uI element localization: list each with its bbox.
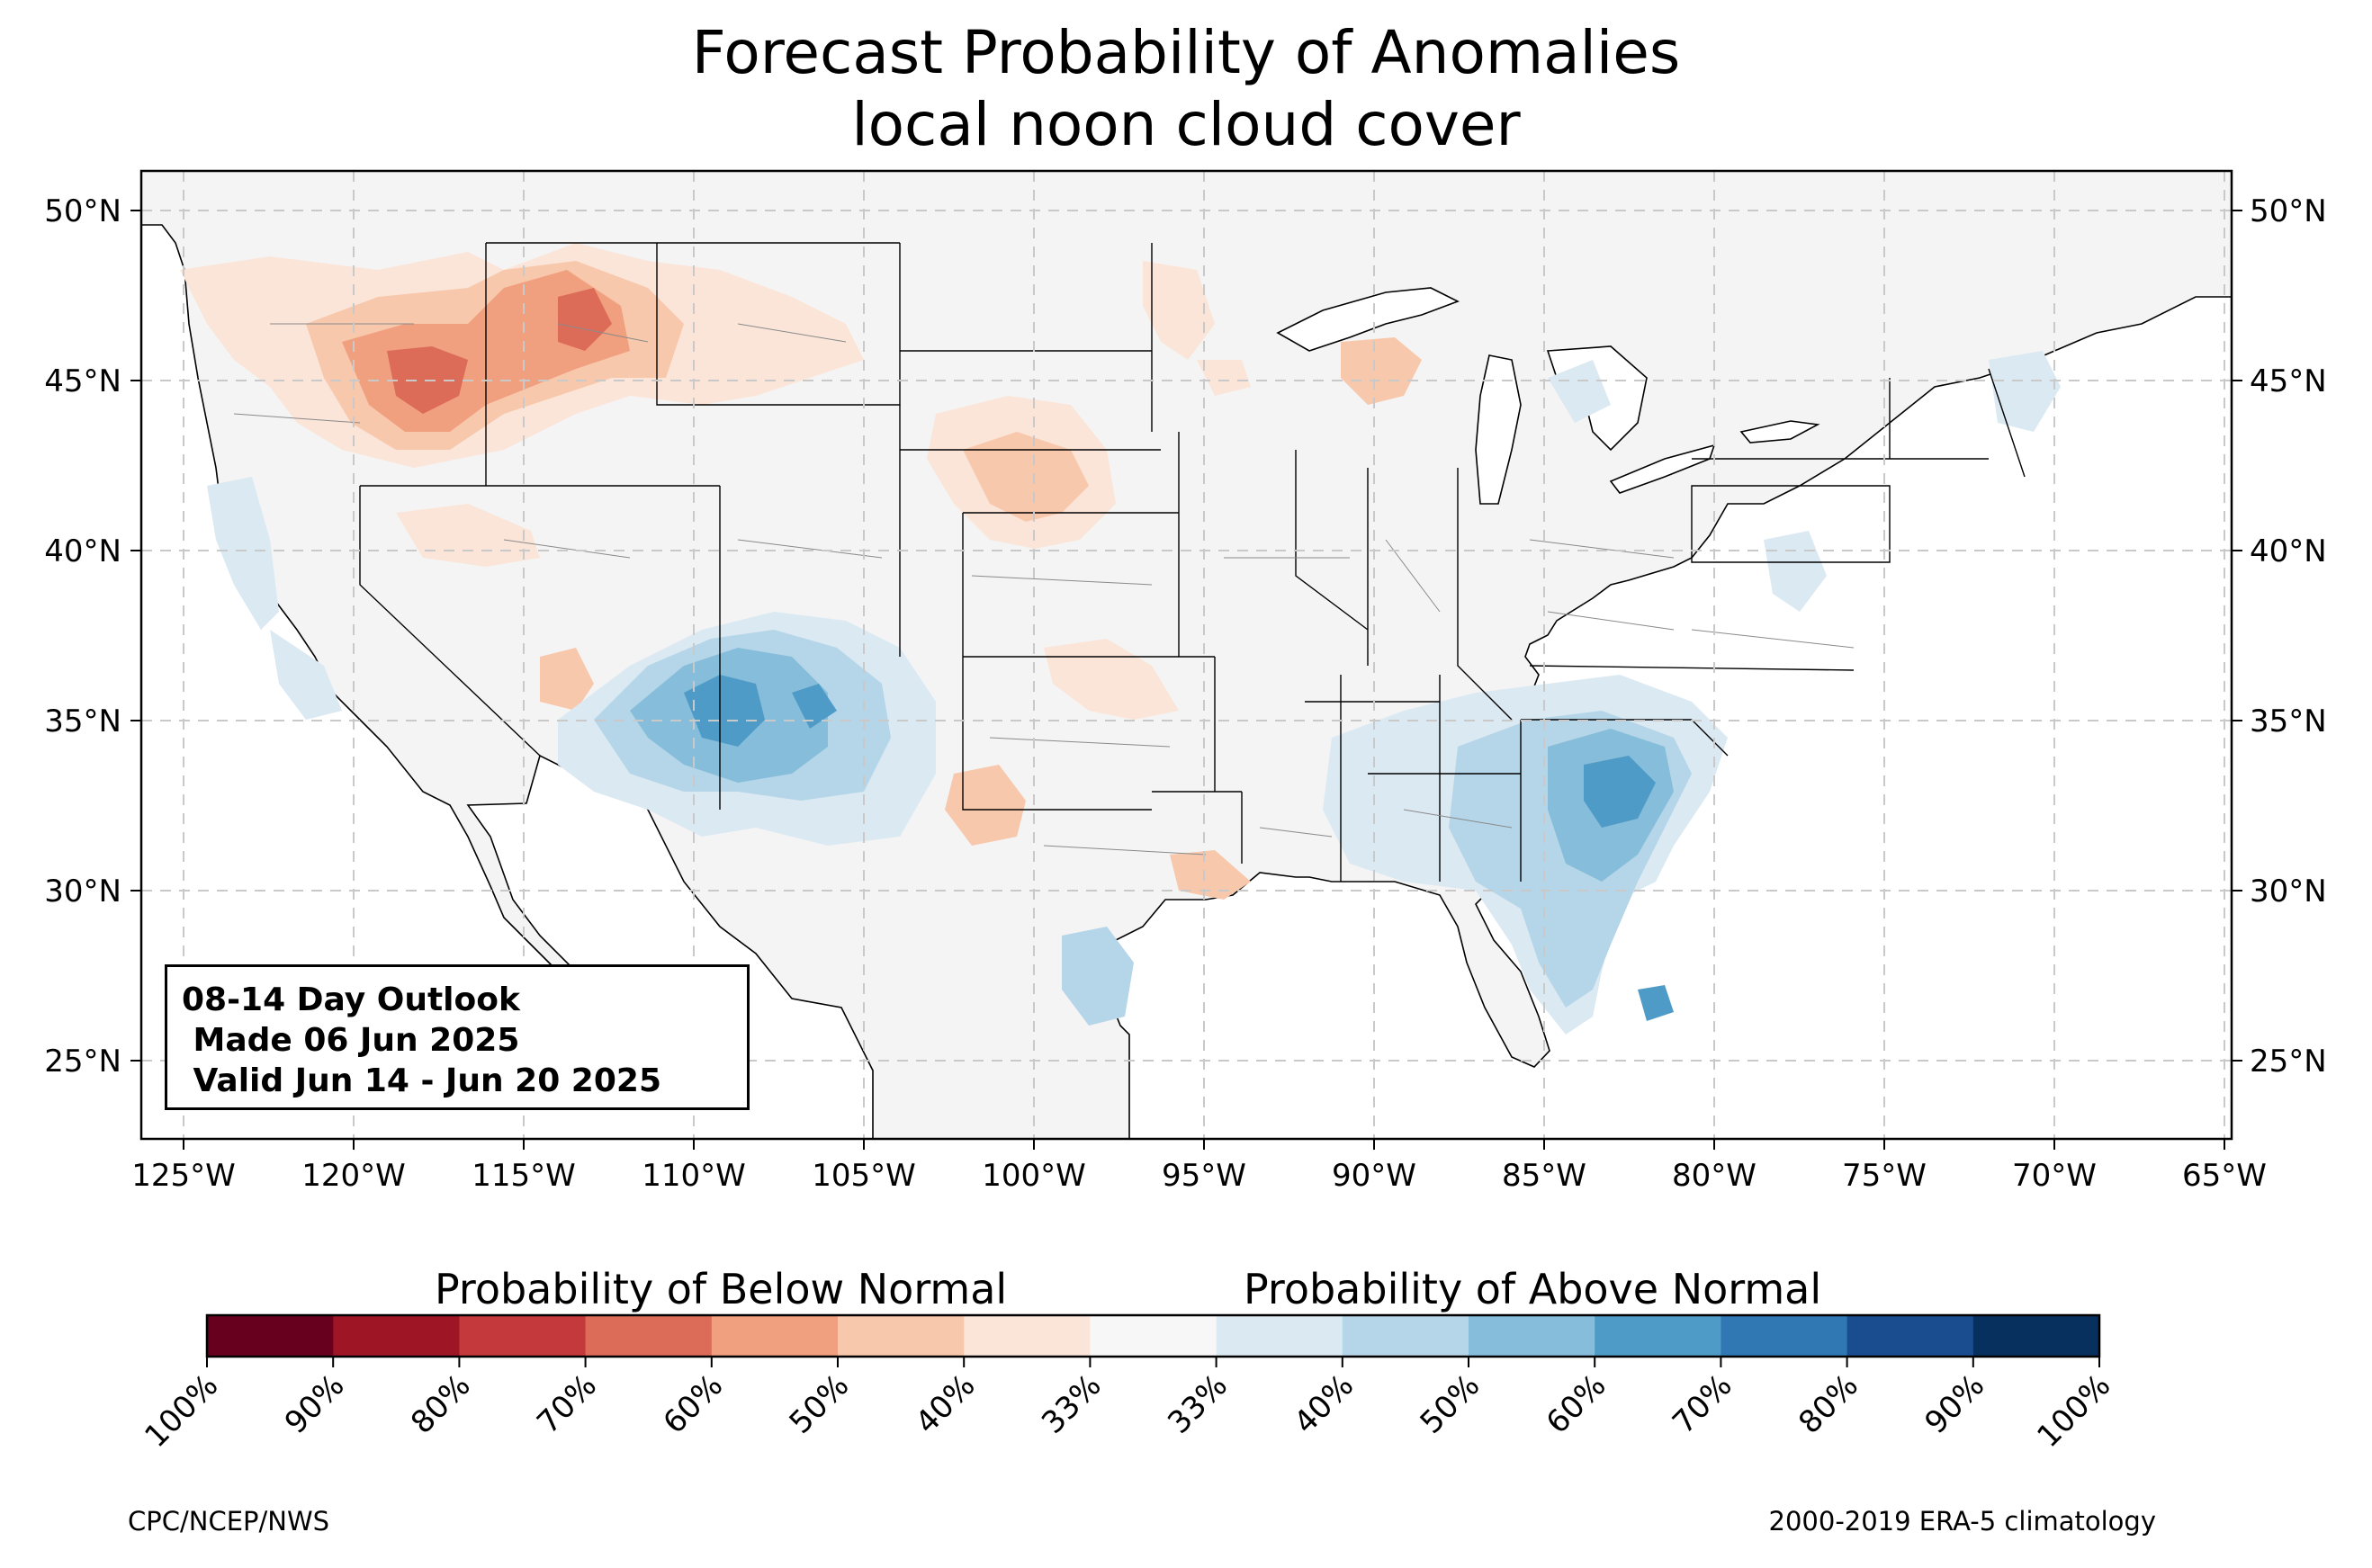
lake-ontario (1739, 420, 1820, 444)
graticule (141, 171, 2232, 1139)
lat-label-25n-right: 25°N (2250, 1044, 2327, 1080)
colorbar (207, 1315, 2100, 1357)
colorbar-segment (459, 1315, 587, 1357)
above-normal-areas (207, 351, 2061, 1035)
below-texas (945, 765, 1251, 900)
lon-label-80w: 80°W (1672, 1158, 1757, 1194)
colorbar-tick-label: 100% (138, 1367, 225, 1455)
outlook-info-box: 08-14 Day Outlook Made 06 Jun 2025 Valid… (165, 964, 750, 1110)
colorbar-segment (1972, 1315, 2100, 1357)
lon-label-85w: 85°W (1502, 1158, 1586, 1194)
colorbar-below-label: Probability of Below Normal (435, 1265, 1008, 1313)
lat-label-45n-right: 45°N (2250, 363, 2327, 399)
colorbar-above-label: Probability of Above Normal (1244, 1265, 1822, 1313)
colorbar-segment (1721, 1315, 1848, 1357)
lat-label-50n-left: 50°N (44, 193, 121, 229)
lon-label-120w: 120°W (301, 1158, 406, 1194)
colorbar-segment (333, 1315, 460, 1357)
colorbar-tick-label: 50% (783, 1367, 857, 1441)
tick-marks (130, 210, 2242, 1150)
lat-label-50n-right: 50°N (2250, 193, 2327, 229)
colorbar-tick-label: 100% (2030, 1367, 2117, 1455)
colorbar-tick-label: 70% (1666, 1367, 1739, 1441)
lon-labels: 125°W 120°W 115°W 110°W 105°W 100°W 95°W… (131, 1158, 2267, 1194)
map-border (139, 169, 2233, 1141)
lon-label-110w: 110°W (642, 1158, 746, 1194)
above-northeast (1548, 351, 2061, 432)
outlook-made-date: Made 06 Jun 2025 (182, 1022, 520, 1059)
lat-label-45n-left: 45°N (44, 363, 121, 399)
colorbar-segment (838, 1315, 965, 1357)
footer-climatology: 2000-2019 ERA-5 climatology (1768, 1506, 2156, 1537)
lon-label-105w: 105°W (812, 1158, 916, 1194)
outlook-valid-range: Valid Jun 14 - Jun 20 2025 (182, 1062, 662, 1099)
lon-label-115w: 115°W (472, 1158, 576, 1194)
state-borders (359, 242, 2026, 882)
lon-label-100w: 100°W (982, 1158, 1086, 1194)
below-dakota (1143, 261, 1251, 396)
colorbar-segment (1216, 1315, 1343, 1357)
colorbar-tick-label: 40% (909, 1367, 983, 1441)
colorbar-tick-label: 50% (1414, 1367, 1487, 1441)
below-northern-plains-mid (963, 432, 1089, 522)
lat-labels-left: 50°N 45°N 40°N 35°N 30°N 25°N (44, 193, 121, 1080)
below-southwest (540, 648, 594, 711)
lon-label-70w: 70°W (2012, 1158, 2097, 1194)
lon-label-75w: 75°W (1842, 1158, 1927, 1194)
colorbar-segment (1342, 1315, 1469, 1357)
lat-labels-right: 50°N 45°N 40°N 35°N 30°N 25°N (2250, 193, 2327, 1080)
lat-label-30n-left: 30°N (44, 874, 121, 909)
colorbar-segment (964, 1315, 1091, 1357)
lake-superior (1276, 287, 1460, 352)
colorbar-tick-label: 60% (1540, 1367, 1613, 1441)
above-california-coast (207, 477, 342, 720)
lat-label-30n-right: 30°N (2250, 874, 2327, 909)
above-texas-coast (1062, 927, 1134, 1026)
lat-label-35n-right: 35°N (2250, 703, 2327, 739)
colorbar-tick-label: 90% (278, 1367, 352, 1441)
lat-label-40n-left: 40°N (44, 533, 121, 569)
lon-label-95w: 95°W (1162, 1158, 1246, 1194)
map-title-line1: Forecast Probability of Anomalies (691, 18, 1681, 87)
colorbar-tick-label: 33% (1035, 1367, 1109, 1441)
lat-label-35n-left: 35°N (44, 703, 121, 739)
colorbar-segment (1469, 1315, 1595, 1357)
below-wisconsin (1341, 337, 1422, 405)
colorbar-ticks: 100% 90% 80% 70% 60% 50% 40% 33% 33% 40% 50% 60% 70%… (138, 1357, 2117, 1455)
colorbar-tick-label: 33% (1161, 1367, 1235, 1441)
colorbar-tick-label: 80% (404, 1367, 478, 1441)
colorbar-segment (585, 1315, 713, 1357)
colorbar-tick-label: 60% (656, 1367, 730, 1441)
map-title-line2: local noon cloud cover (851, 90, 1521, 159)
below-central-plains (1044, 639, 1179, 720)
division-borders (233, 323, 1855, 856)
footer-source: CPC/NCEP/NWS (128, 1506, 330, 1537)
colorbar-segment (1090, 1315, 1217, 1357)
colorbar-tick-label: 40% (1287, 1367, 1361, 1441)
colorbar-segment (711, 1315, 839, 1357)
lon-label-125w: 125°W (131, 1158, 236, 1194)
colorbar-tick-label: 90% (1918, 1367, 1991, 1441)
lat-label-25n-left: 25°N (44, 1044, 121, 1080)
colorbar-segment (1595, 1315, 1721, 1357)
lat-label-40n-right: 40°N (2250, 533, 2327, 569)
lon-label-90w: 90°W (1332, 1158, 1416, 1194)
colorbar-tick-label: 80% (1792, 1367, 1865, 1441)
above-four-corners-strongest (684, 675, 837, 747)
colorbar-tick-label: 70% (530, 1367, 604, 1441)
outlook-title: 08-14 Day Outlook (182, 981, 520, 1018)
above-southeast-strongest (1584, 756, 1674, 1021)
lon-label-65w: 65°W (2182, 1158, 2267, 1194)
colorbar-border (205, 1313, 2101, 1358)
lake-michigan (1475, 354, 1522, 505)
colorbar-segment (207, 1315, 334, 1357)
below-northwest-strongest (387, 288, 612, 414)
colorbar-segment (1846, 1315, 1974, 1357)
